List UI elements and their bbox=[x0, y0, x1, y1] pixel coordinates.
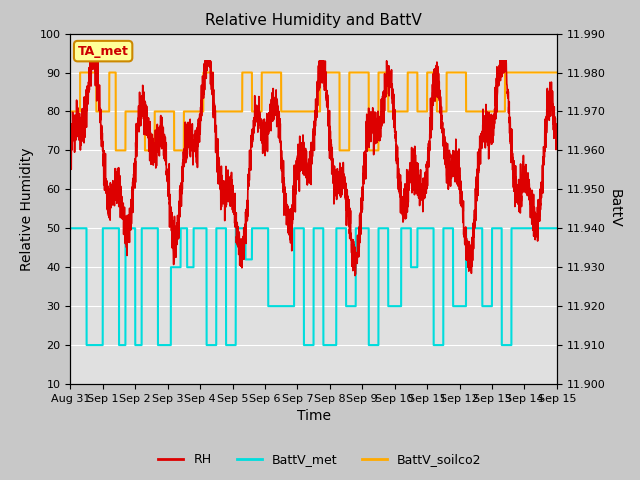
Y-axis label: BattV: BattV bbox=[608, 190, 622, 228]
Legend: RH, BattV_met, BattV_soilco2: RH, BattV_met, BattV_soilco2 bbox=[154, 448, 486, 471]
Text: TA_met: TA_met bbox=[77, 45, 129, 58]
Y-axis label: Relative Humidity: Relative Humidity bbox=[20, 147, 34, 271]
Title: Relative Humidity and BattV: Relative Humidity and BattV bbox=[205, 13, 422, 28]
X-axis label: Time: Time bbox=[296, 409, 331, 423]
